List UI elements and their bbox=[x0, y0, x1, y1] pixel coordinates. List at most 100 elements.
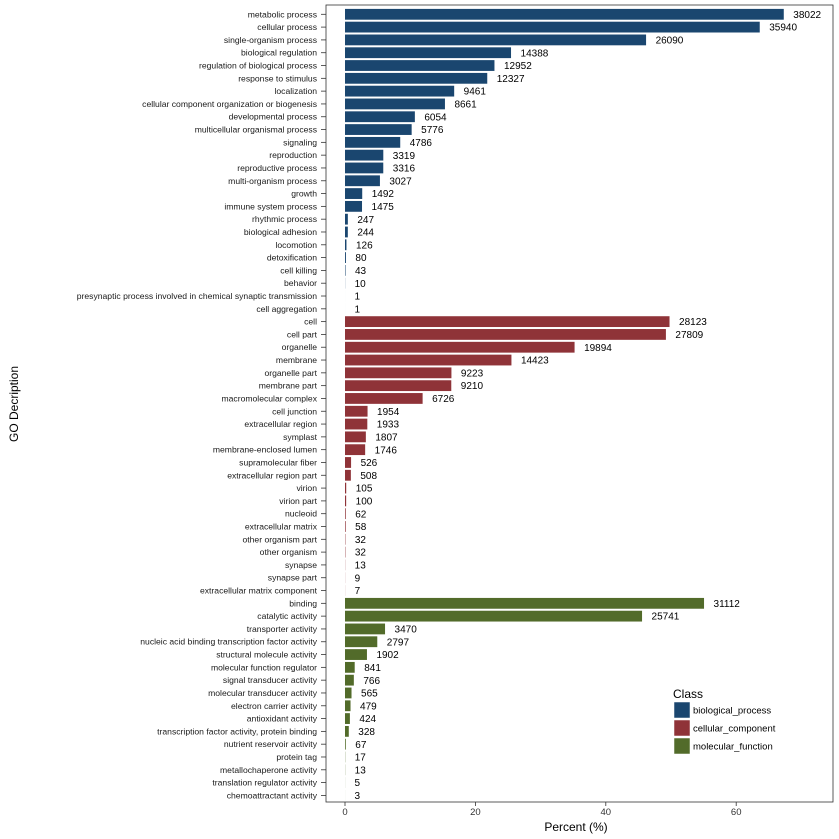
bar-metabolic-process bbox=[345, 8, 784, 20]
value-label-multi-organism-process: 3027 bbox=[389, 176, 412, 187]
bar-regulation-of-biological-process bbox=[345, 60, 495, 71]
x-tick-label-60: 60 bbox=[731, 807, 742, 818]
bar-membrane-enclosed-lumen bbox=[345, 444, 366, 456]
value-label-localization: 9461 bbox=[464, 87, 487, 98]
legend: Class biological_process cellular_compone… bbox=[673, 687, 776, 755]
legend-label-cellular-component: cellular_component bbox=[693, 724, 776, 735]
bar-rhythmic-process bbox=[345, 213, 348, 225]
category-label-membrane: membrane bbox=[276, 355, 317, 365]
category-label-molecular-transducer-activity: molecular transducer activity bbox=[208, 688, 318, 698]
category-label-cell-part: cell part bbox=[287, 329, 318, 339]
bar-molecular-transducer-activity bbox=[345, 687, 352, 699]
bar-cell bbox=[345, 316, 670, 328]
bar-catalytic-activity bbox=[345, 610, 643, 622]
category-label-localization: localization bbox=[274, 86, 317, 96]
category-label-binding: binding bbox=[289, 598, 317, 608]
bar-virion-part bbox=[345, 495, 347, 507]
category-label-transcription-factor-activity-protein-binding: transcription factor activity, protein b… bbox=[157, 726, 317, 736]
legend-key-molecular-function bbox=[673, 737, 691, 755]
category-label-catalytic-activity: catalytic activity bbox=[257, 611, 317, 621]
value-label-other-organism-part: 32 bbox=[355, 535, 367, 546]
category-label-developmental-process: developmental process bbox=[229, 112, 317, 122]
value-label-reproduction: 3319 bbox=[393, 151, 416, 162]
x-axis-title: Percent (%) bbox=[544, 820, 607, 834]
value-label-membrane-enclosed-lumen: 1746 bbox=[375, 445, 398, 456]
bar-cell-part bbox=[345, 329, 666, 340]
category-label-immune-system-process: immune system process bbox=[224, 201, 317, 211]
value-label-biological-adhesion: 244 bbox=[357, 228, 374, 239]
value-label-metallochaperone-activity: 13 bbox=[355, 765, 367, 776]
bar-biological-regulation bbox=[345, 47, 512, 59]
value-label-single-organism-process: 26090 bbox=[656, 36, 684, 47]
category-labels: metabolic process cellular process single-… bbox=[77, 9, 326, 800]
value-label-nucleic-acid-binding-transcription-factor-activity: 2797 bbox=[387, 637, 410, 648]
category-label-cell-killing: cell killing bbox=[280, 265, 317, 275]
bar-membrane-part bbox=[345, 380, 452, 392]
category-label-reproduction: reproduction bbox=[269, 150, 317, 160]
category-label-membrane-part: membrane part bbox=[259, 381, 318, 391]
bar-organelle bbox=[345, 341, 575, 353]
value-label-organelle-part: 9223 bbox=[461, 368, 484, 379]
category-label-reproductive-process: reproductive process bbox=[237, 163, 317, 173]
category-label-chemoattractant-activity: chemoattractant activity bbox=[227, 790, 318, 800]
category-label-synapse: synapse bbox=[285, 560, 317, 570]
y-axis-title: GO Decription bbox=[7, 366, 21, 442]
bar-developmental-process bbox=[345, 111, 415, 123]
bar-response-to-stimulus bbox=[345, 72, 488, 84]
category-label-metallochaperone-activity: metallochaperone activity bbox=[220, 765, 318, 775]
panel-border bbox=[325, 4, 834, 803]
category-label-electron-carrier-activity: electron carrier activity bbox=[231, 701, 318, 711]
category-label-growth: growth bbox=[291, 189, 317, 199]
category-label-virion-part: virion part bbox=[279, 496, 317, 506]
bar-macromolecular-complex bbox=[345, 393, 423, 404]
bar-structural-molecule-activity bbox=[345, 649, 367, 660]
bar-extracellular-region-part bbox=[345, 469, 351, 481]
bar-organelle-part bbox=[345, 367, 452, 379]
value-label-catalytic-activity: 25741 bbox=[652, 612, 680, 623]
value-label-nutrient-reservoir-activity: 67 bbox=[355, 740, 367, 751]
value-label-extracellular-matrix: 58 bbox=[355, 522, 367, 533]
category-label-nutrient-reservoir-activity: nutrient reservoir activity bbox=[224, 739, 318, 749]
category-label-nucleoid: nucleoid bbox=[285, 509, 317, 519]
value-label-biological-regulation: 14388 bbox=[521, 48, 549, 59]
category-label-extracellular-region: extracellular region bbox=[244, 419, 317, 429]
value-label-developmental-process: 6054 bbox=[424, 112, 447, 123]
value-label-molecular-transducer-activity: 565 bbox=[361, 689, 378, 700]
bar-nutrient-reservoir-activity bbox=[345, 738, 346, 750]
category-label-extracellular-region-part: extracellular region part bbox=[227, 470, 317, 480]
bar-biological-adhesion bbox=[345, 226, 348, 238]
category-label-metabolic-process: metabolic process bbox=[248, 9, 317, 19]
value-label-presynaptic-process-involved-in-chemical-synaptic-transmission: 1 bbox=[355, 292, 361, 303]
bar-transporter-activity bbox=[345, 623, 386, 635]
category-label-transporter-activity: transporter activity bbox=[247, 624, 318, 634]
value-label-transcription-factor-activity-protein-binding: 328 bbox=[358, 727, 375, 738]
bar-binding bbox=[345, 597, 705, 609]
legend-key-biological-process bbox=[673, 701, 691, 719]
category-label-virion: virion bbox=[296, 483, 317, 493]
bar-multicellular-organismal-process bbox=[345, 124, 412, 135]
category-label-cellular-process: cellular process bbox=[257, 22, 317, 32]
category-label-signal-transducer-activity: signal transducer activity bbox=[223, 675, 318, 685]
category-label-synapse-part: synapse part bbox=[268, 573, 318, 583]
category-label-extracellular-matrix-component: extracellular matrix component bbox=[200, 586, 318, 596]
bar-cell-junction bbox=[345, 405, 368, 417]
bar-antioxidant-activity bbox=[345, 713, 350, 724]
value-label-protein-tag: 17 bbox=[355, 753, 367, 764]
value-label-immune-system-process: 1475 bbox=[372, 202, 395, 213]
value-label-symplast: 1807 bbox=[375, 432, 398, 443]
bar-detoxification bbox=[345, 252, 346, 263]
x-tick-label-40: 40 bbox=[601, 807, 612, 818]
value-label-regulation-of-biological-process: 12952 bbox=[504, 61, 532, 72]
value-label-growth: 1492 bbox=[372, 189, 395, 200]
value-label-antioxidant-activity: 424 bbox=[359, 714, 376, 725]
category-label-extracellular-matrix: extracellular matrix bbox=[245, 522, 318, 532]
x-tick-label-20: 20 bbox=[470, 807, 481, 818]
value-label-macromolecular-complex: 6726 bbox=[432, 394, 455, 405]
bar-localization bbox=[345, 85, 455, 97]
value-label-signaling: 4786 bbox=[410, 138, 433, 149]
value-label-cellular-process: 35940 bbox=[769, 23, 797, 34]
value-label-transporter-activity: 3470 bbox=[395, 625, 418, 636]
category-label-regulation-of-biological-process: regulation of biological process bbox=[199, 61, 317, 71]
bar-molecular-function-regulator bbox=[345, 661, 355, 673]
category-label-rhythmic-process: rhythmic process bbox=[252, 214, 317, 224]
